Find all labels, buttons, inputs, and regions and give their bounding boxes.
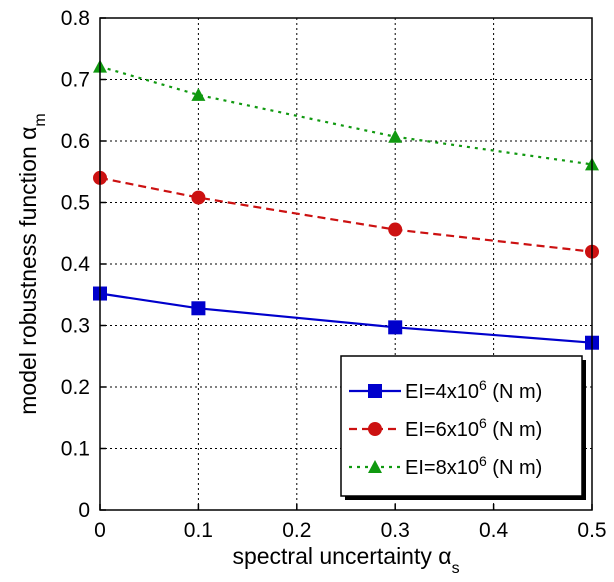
legend-marker — [368, 384, 382, 398]
y-tick-label: 0 — [78, 499, 90, 522]
series-line — [99, 65, 593, 166]
data-point — [388, 222, 403, 237]
legend: EI=4x106 (N m) EI=6x106 (N m) EI=8x106 (N … — [340, 355, 586, 500]
tick-labels: 0 0.1 0.2 0.3 0.4 0.5 0 0.1 0.2 0.3 0.4 0.5 0.6 0.7 0.… — [61, 7, 607, 542]
data-point — [388, 320, 403, 335]
legend-label: EI=6x106 (N m) — [405, 415, 542, 441]
x-tick-label: 0.2 — [282, 519, 311, 542]
legend-marker — [368, 460, 382, 473]
data-point — [191, 190, 206, 205]
legend-label: EI=8x106 (N m) — [405, 453, 542, 479]
y-tick-label: 0.7 — [61, 69, 90, 92]
y-axis-label: model robustness function αm — [15, 113, 49, 415]
series-3 — [93, 59, 599, 171]
y-tick-label: 0.1 — [61, 438, 90, 461]
data-point — [388, 129, 403, 143]
y-tick-label: 0.3 — [61, 315, 90, 338]
series-2 — [93, 170, 599, 259]
y-tick-label: 0.8 — [61, 7, 90, 30]
legend-marker — [368, 422, 382, 436]
series-line — [99, 176, 593, 253]
x-tick-label: 0.4 — [479, 519, 509, 542]
legend-label: EI=4x106 (N m) — [405, 377, 542, 403]
series-line — [99, 292, 593, 344]
series-group — [93, 59, 599, 350]
y-tick-label: 0.6 — [61, 130, 90, 153]
data-point — [191, 87, 206, 101]
y-tick-label: 0.2 — [61, 376, 90, 399]
x-tick-label: 0.3 — [381, 519, 410, 542]
data-point — [191, 301, 206, 316]
y-tick-label: 0.4 — [61, 253, 91, 276]
y-tick-label: 0.5 — [61, 192, 90, 215]
x-tick-label: 0 — [94, 519, 106, 542]
series-1 — [93, 286, 599, 350]
x-tick-label: 0.5 — [577, 519, 606, 542]
x-axis-label: spectral uncertainty αs — [232, 543, 459, 577]
x-tick-label: 0.1 — [184, 519, 213, 542]
